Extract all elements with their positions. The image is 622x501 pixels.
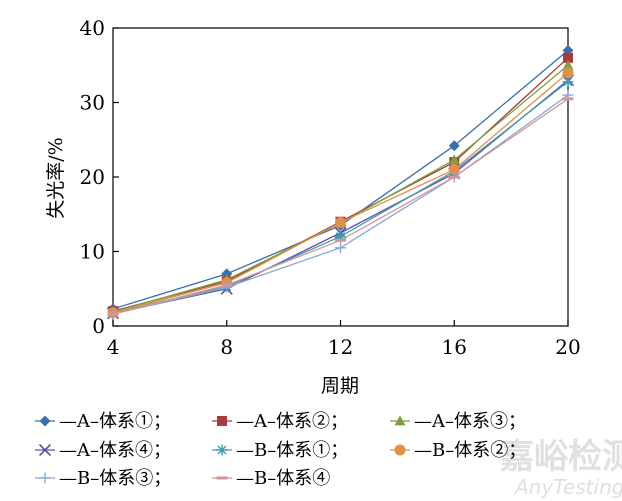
series-line bbox=[112, 94, 569, 315]
data-point-marker bbox=[448, 140, 460, 152]
data-point-marker bbox=[562, 67, 574, 79]
x-tick-label: 4 bbox=[107, 335, 120, 359]
data-point-marker bbox=[39, 472, 51, 484]
watermark: 嘉峪检测网 AnyTesting.com bbox=[500, 437, 622, 499]
legend-label: —A–体系③； bbox=[414, 411, 526, 432]
watermark-en: AnyTesting.com bbox=[513, 475, 622, 499]
x-axis-label: 周期 bbox=[321, 375, 359, 397]
legend-item: —B–体系④ bbox=[212, 468, 330, 489]
series-4 bbox=[106, 74, 575, 320]
watermark-cn: 嘉峪检测网 bbox=[500, 437, 622, 477]
legend-label: —A–体系②； bbox=[236, 411, 348, 432]
series-line bbox=[112, 57, 569, 312]
data-point-marker bbox=[335, 216, 346, 228]
data-point-marker bbox=[448, 154, 460, 165]
data-point-marker bbox=[217, 416, 227, 426]
data-point-marker bbox=[216, 476, 228, 480]
legend-item: —B–体系②； bbox=[390, 440, 526, 461]
plot-frame bbox=[112, 27, 569, 327]
data-point-marker bbox=[216, 444, 228, 456]
legend-item: —A–体系①； bbox=[35, 411, 171, 432]
axes: 4 8 12 16 20 0 10 20 30 40 bbox=[80, 16, 581, 359]
legend-item: —B–体系①； bbox=[212, 440, 348, 461]
y-tick-label: 0 bbox=[92, 314, 105, 338]
legend-label: —B–体系③； bbox=[59, 468, 171, 489]
data-point-marker bbox=[394, 444, 406, 456]
legend-label: —B–体系①； bbox=[236, 440, 348, 461]
y-tick-label: 30 bbox=[80, 91, 105, 115]
data-point-marker bbox=[335, 238, 346, 242]
series-5 bbox=[107, 76, 574, 319]
legend-label: —A–体系①； bbox=[59, 411, 171, 432]
legend-label: —A–体系④； bbox=[59, 440, 171, 461]
data-point-marker bbox=[394, 415, 406, 426]
series-8 bbox=[107, 97, 574, 316]
series-line bbox=[112, 64, 569, 313]
series-line bbox=[112, 79, 569, 314]
y-tick-label: 40 bbox=[80, 16, 105, 40]
series-2 bbox=[108, 52, 573, 317]
legend-item: —A–体系③； bbox=[390, 411, 526, 432]
legend: —A–体系①； —A–体系②； —A–体系③； —A–体系④； —B–体系①； —B–体系… bbox=[35, 411, 526, 489]
data-point-marker bbox=[38, 443, 52, 457]
x-tick-label: 20 bbox=[555, 335, 580, 359]
y-tick-label: 10 bbox=[80, 240, 105, 264]
x-tick-label: 8 bbox=[220, 335, 233, 359]
x-tick-label: 16 bbox=[442, 335, 467, 359]
data-point-marker bbox=[562, 76, 574, 88]
data-point-marker bbox=[107, 312, 119, 316]
y-tick-label: 20 bbox=[80, 165, 105, 189]
series-3 bbox=[107, 59, 574, 317]
series-line bbox=[112, 81, 569, 314]
data-point-marker bbox=[562, 59, 574, 70]
legend-label: —B–体系②； bbox=[414, 440, 526, 461]
legend-item: —A–体系④； bbox=[35, 440, 171, 461]
series-line bbox=[112, 49, 569, 310]
data-point-marker bbox=[562, 97, 574, 101]
legend-item: —A–体系②； bbox=[212, 411, 348, 432]
series-layer bbox=[106, 44, 575, 320]
legend-item: —B–体系③； bbox=[35, 468, 171, 489]
series-7 bbox=[107, 89, 574, 320]
series-1 bbox=[107, 44, 574, 315]
data-point-marker bbox=[39, 415, 51, 427]
y-axis-label: 失光率/% bbox=[45, 137, 67, 218]
data-point-marker bbox=[448, 175, 460, 179]
data-point-marker bbox=[221, 283, 233, 287]
data-point-marker bbox=[335, 242, 346, 254]
data-point-marker bbox=[448, 164, 460, 176]
legend-label: —B–体系④ bbox=[236, 468, 330, 489]
series-line bbox=[112, 72, 569, 314]
data-point-marker bbox=[563, 52, 573, 63]
x-tick-label: 12 bbox=[328, 335, 353, 359]
data-point-marker bbox=[335, 231, 346, 243]
